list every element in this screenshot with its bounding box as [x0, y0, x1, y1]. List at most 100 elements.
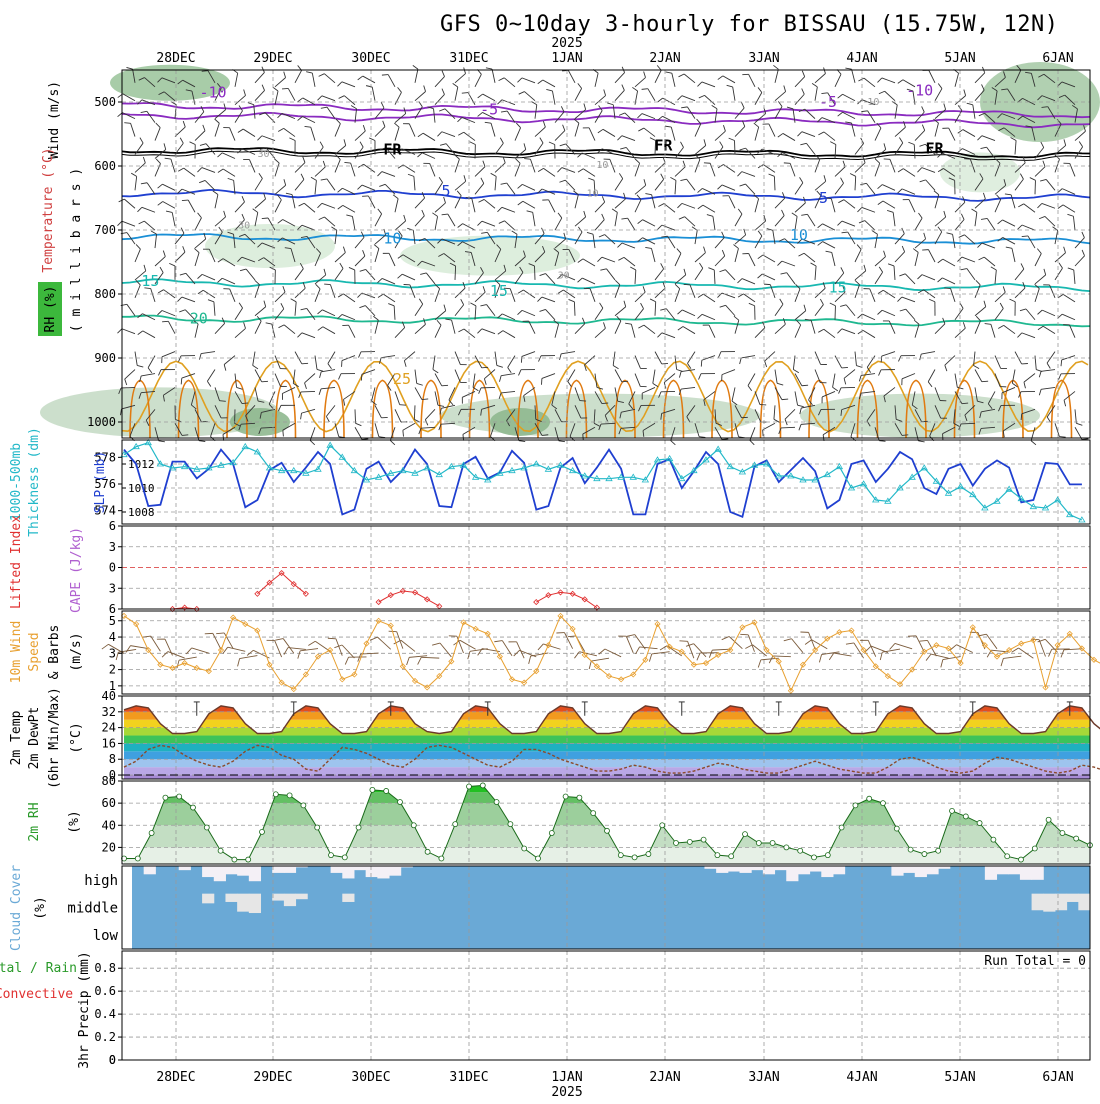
- wind-barb: [675, 289, 680, 302]
- wind-barb: [503, 331, 515, 338]
- wind-barb-flag: [516, 123, 520, 128]
- wind-barb: [421, 657, 439, 658]
- wind-barb-flag: [477, 221, 481, 225]
- wind-barb-flag: [199, 354, 201, 360]
- wind-barb-flag: [178, 168, 183, 171]
- rh-marker: [922, 852, 927, 857]
- wind-barb: [775, 216, 784, 227]
- y-tick-label: 0.8: [94, 961, 116, 975]
- wind-barb: [842, 329, 855, 334]
- wind-barb-flag: [319, 389, 321, 395]
- wind-barb-flag: [982, 84, 985, 90]
- wind-barb: [695, 124, 701, 137]
- rh-marker: [218, 848, 223, 853]
- cloud-clear-cell: [716, 866, 728, 873]
- wind-barb-flag: [163, 251, 165, 257]
- wind-barb: [655, 179, 664, 190]
- wind-barb: [235, 328, 245, 337]
- wind-barb-flag: [517, 78, 521, 82]
- wind-barb: [685, 217, 695, 226]
- wind-barb-flag: [754, 123, 759, 127]
- wind-barb: [833, 374, 835, 388]
- wind-barb: [804, 253, 815, 262]
- wind-barb-flag: [679, 641, 687, 642]
- wind-barb-flag: [559, 441, 565, 442]
- contour-label: 30: [558, 271, 570, 282]
- wind-barb: [423, 133, 435, 140]
- wind-barb-flag: [224, 211, 226, 217]
- wind-barb: [885, 91, 895, 100]
- wind-barb-flag: [878, 290, 883, 293]
- rh-marker: [480, 783, 485, 788]
- wind-barb: [664, 204, 675, 213]
- wind-barb: [795, 203, 805, 212]
- wind-barb-flag: [240, 269, 246, 271]
- y-tick-label: 0.2: [94, 1030, 116, 1044]
- wind-barb-flag: [216, 633, 224, 634]
- wind-barb-flag: [917, 168, 921, 173]
- wind-barb: [935, 110, 946, 119]
- wind-barb: [501, 391, 515, 392]
- wind-barb: [735, 248, 738, 262]
- rh-marker: [232, 857, 237, 862]
- wind-barb-flag: [273, 87, 278, 91]
- wind-barb-flag: [1064, 247, 1066, 253]
- wind-barb: [295, 269, 303, 280]
- wind-barb-flag: [841, 267, 844, 273]
- wind-barb-flag: [218, 153, 223, 157]
- wind-barb-flag: [1059, 263, 1062, 268]
- wind-barb: [142, 314, 155, 320]
- wind-barb-flag: [208, 300, 214, 302]
- wind-barb-flag: [765, 361, 767, 367]
- wind-barb: [315, 289, 320, 302]
- wind-barb: [255, 72, 264, 82]
- wind-barb: [681, 370, 695, 372]
- wind-barb: [842, 221, 855, 226]
- wind-barb: [922, 168, 935, 173]
- wind-barb: [935, 217, 946, 226]
- wind-barb-flag: [1068, 268, 1074, 270]
- wind-barb-flag: [830, 142, 836, 145]
- wind-barb-flag: [324, 269, 326, 275]
- wind-barb: [388, 75, 395, 87]
- wind-barb-flag: [707, 215, 713, 217]
- wind-barb: [275, 185, 286, 194]
- wind-barb-flag: [219, 227, 223, 232]
- wind-barb-flag: [144, 265, 146, 271]
- wind-barb: [312, 73, 315, 87]
- wind-barb: [415, 304, 423, 316]
- wind-barb: [823, 224, 835, 230]
- upper-rh-label: RH (%): [43, 286, 58, 333]
- wind-barb-flag: [618, 257, 624, 260]
- wind-barb: [414, 405, 415, 419]
- bottom-date-label: 3JAN: [748, 1070, 779, 1085]
- wind-barb-flag: [584, 104, 586, 110]
- wind-barb: [555, 131, 565, 141]
- cloud-clear-cell: [1032, 866, 1044, 880]
- wind-barb-flag: [262, 218, 268, 219]
- wind-barb: [635, 91, 638, 105]
- wind-barb: [590, 289, 595, 302]
- wind-barb-flag: [199, 180, 205, 182]
- wind-barb: [395, 391, 400, 404]
- y-tick-label: 2: [109, 663, 116, 677]
- wind-barb: [484, 199, 495, 208]
- wind-barb-flag: [117, 329, 121, 333]
- wind-barb-flag: [658, 204, 664, 207]
- rh-marker: [439, 856, 444, 861]
- wind-barb-flag: [1043, 161, 1045, 167]
- wind-barb-flag: [819, 655, 821, 663]
- wind-barb-flag: [976, 280, 980, 285]
- wind-barb-flag: [962, 403, 968, 404]
- wind-barb: [815, 73, 825, 82]
- wind-barb: [404, 352, 415, 361]
- wind-barb-flag: [740, 184, 746, 186]
- wind-barb: [1035, 275, 1046, 284]
- wind-barb-flag: [404, 361, 406, 367]
- y-tick-label: 3: [109, 581, 116, 595]
- wind-barb: [951, 289, 955, 302]
- wind-barb: [435, 203, 445, 212]
- wind-barb: [575, 195, 578, 209]
- cloud-row-label: high: [84, 873, 118, 889]
- wind-barb-flag: [749, 303, 755, 305]
